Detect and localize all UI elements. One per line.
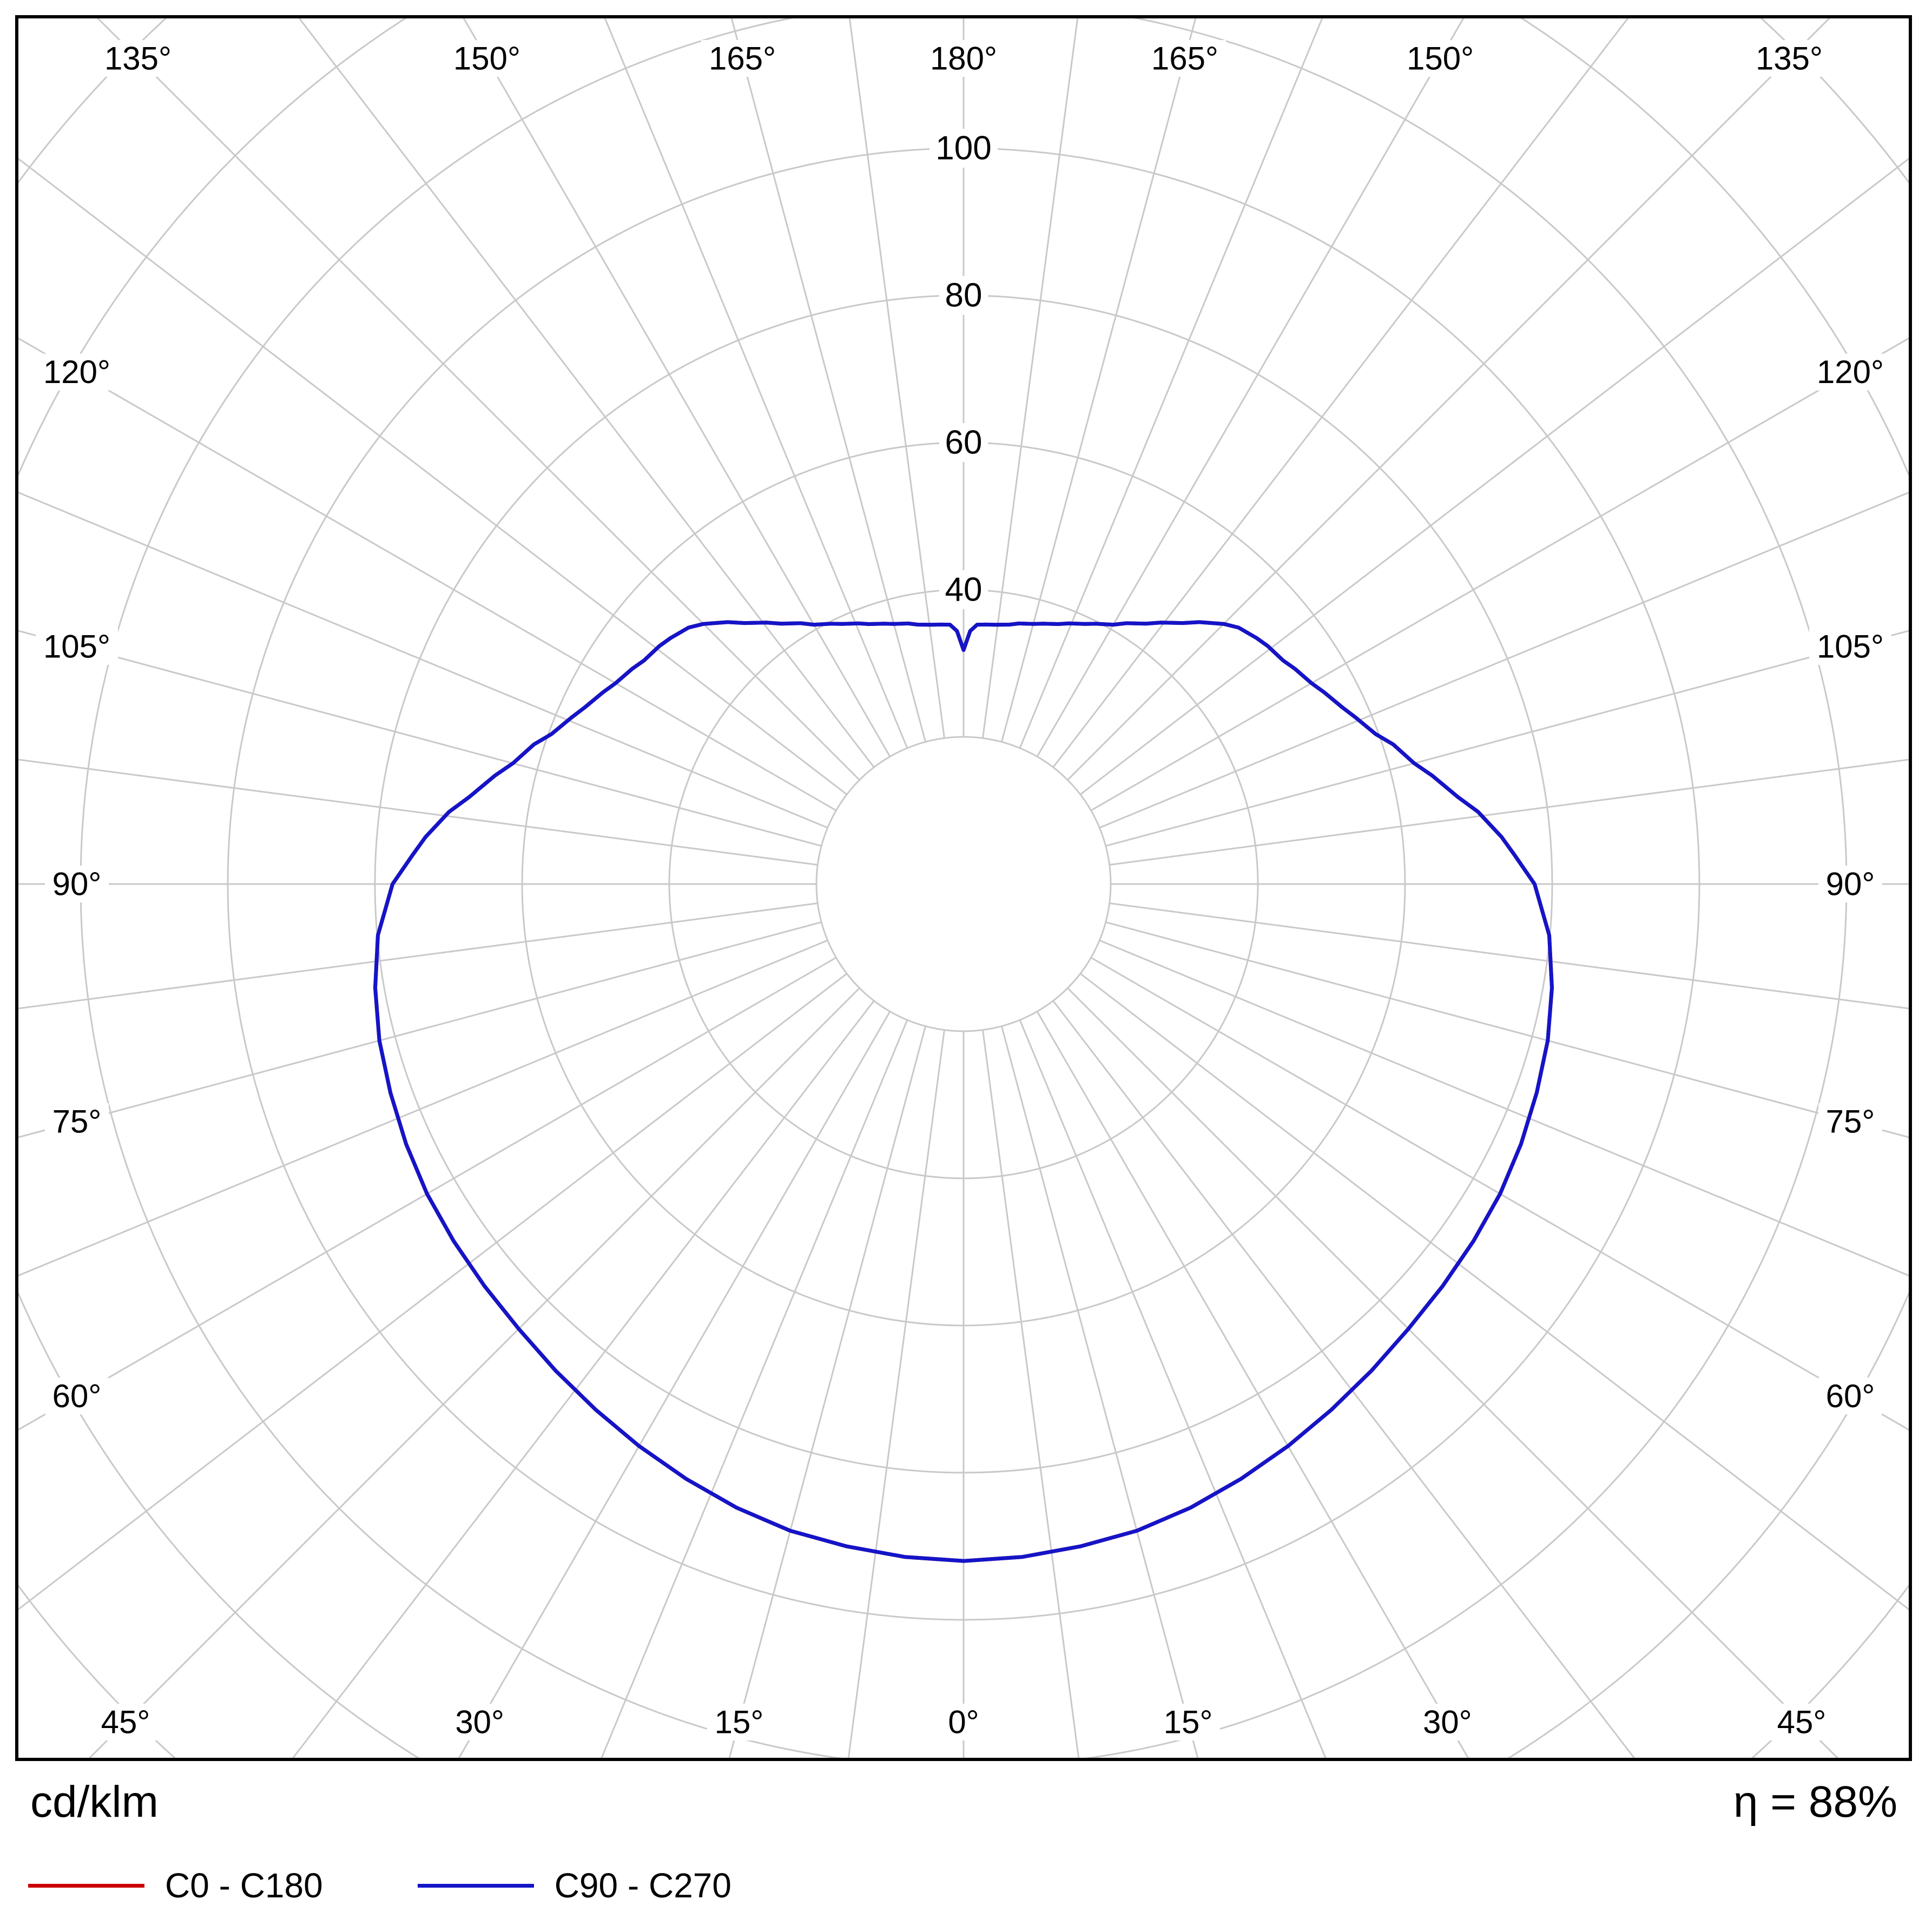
legend-label-c0-c180: C0 - C180 [165,1866,323,1905]
legend-item-c90-c270: C90 - C270 [417,1865,731,1905]
svg-text:30°: 30° [455,1704,504,1740]
units-label: cd/klm [30,1777,159,1827]
svg-text:75°: 75° [52,1104,102,1140]
curve-c90-c270 [373,620,1554,1563]
svg-text:45°: 45° [101,1704,150,1740]
polar-chart-frame: 40 60 80 100 0° 15° 15° 30° 30° 45° 45° 60° 60° 75° 75… [15,15,1912,1761]
svg-text:120°: 120° [43,354,110,390]
polar-chart-svg: 40 60 80 100 0° 15° 15° 30° 30° 45° 45° 60° 60° 75° 75… [18,18,1909,1758]
legend-item-c0-c180: C0 - C180 [28,1865,323,1905]
polar-grid [18,18,1909,1758]
legend-swatch-blue-line [417,1883,534,1888]
svg-text:150°: 150° [1407,41,1474,77]
svg-text:120°: 120° [1817,354,1884,390]
svg-text:60°: 60° [52,1378,102,1414]
efficiency-label: η = 88% [1733,1777,1897,1827]
legend-swatch-red-line [28,1883,144,1888]
svg-text:165°: 165° [709,41,776,77]
svg-text:105°: 105° [43,628,110,664]
legend-label-c90-c270: C90 - C270 [554,1866,731,1905]
svg-text:40: 40 [945,571,983,609]
svg-text:165°: 165° [1151,41,1218,77]
svg-text:135°: 135° [104,41,172,77]
svg-text:60: 60 [945,424,983,461]
svg-text:15°: 15° [1164,1704,1213,1740]
svg-text:135°: 135° [1756,41,1823,77]
svg-text:60°: 60° [1826,1378,1875,1414]
svg-text:90°: 90° [1826,866,1875,902]
svg-text:0°: 0° [948,1704,979,1740]
angle-labels: 0° 15° 15° 30° 30° 45° 45° 60° 60° 75° 75° 90° 90° 10… [36,40,1891,1740]
svg-text:90°: 90° [52,866,102,902]
svg-text:45°: 45° [1777,1704,1827,1740]
radial-tick-labels: 40 60 80 100 [929,129,998,609]
svg-text:180°: 180° [930,41,997,77]
svg-text:15°: 15° [715,1704,764,1740]
svg-text:105°: 105° [1817,628,1884,664]
svg-text:100: 100 [935,130,991,167]
svg-text:150°: 150° [453,41,520,77]
svg-text:80: 80 [945,277,983,314]
chart-legend: C0 - C180 C90 - C270 [28,1865,731,1905]
svg-text:75°: 75° [1826,1104,1875,1140]
svg-text:30°: 30° [1423,1704,1472,1740]
